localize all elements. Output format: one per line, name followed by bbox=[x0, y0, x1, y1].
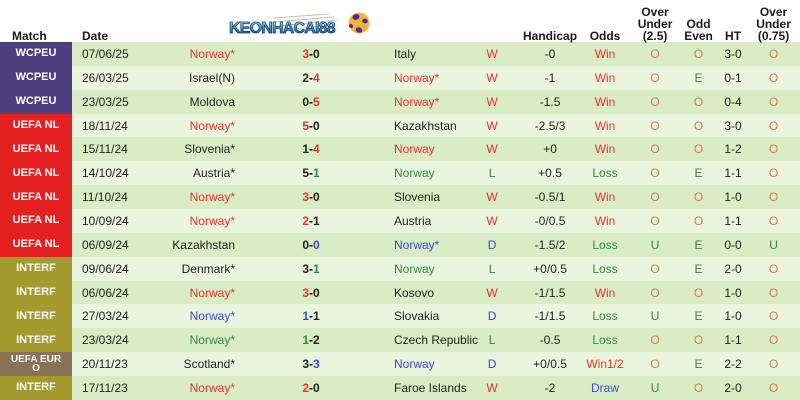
svg-text:KEONHACAI88: KEONHACAI88 bbox=[229, 20, 336, 37]
